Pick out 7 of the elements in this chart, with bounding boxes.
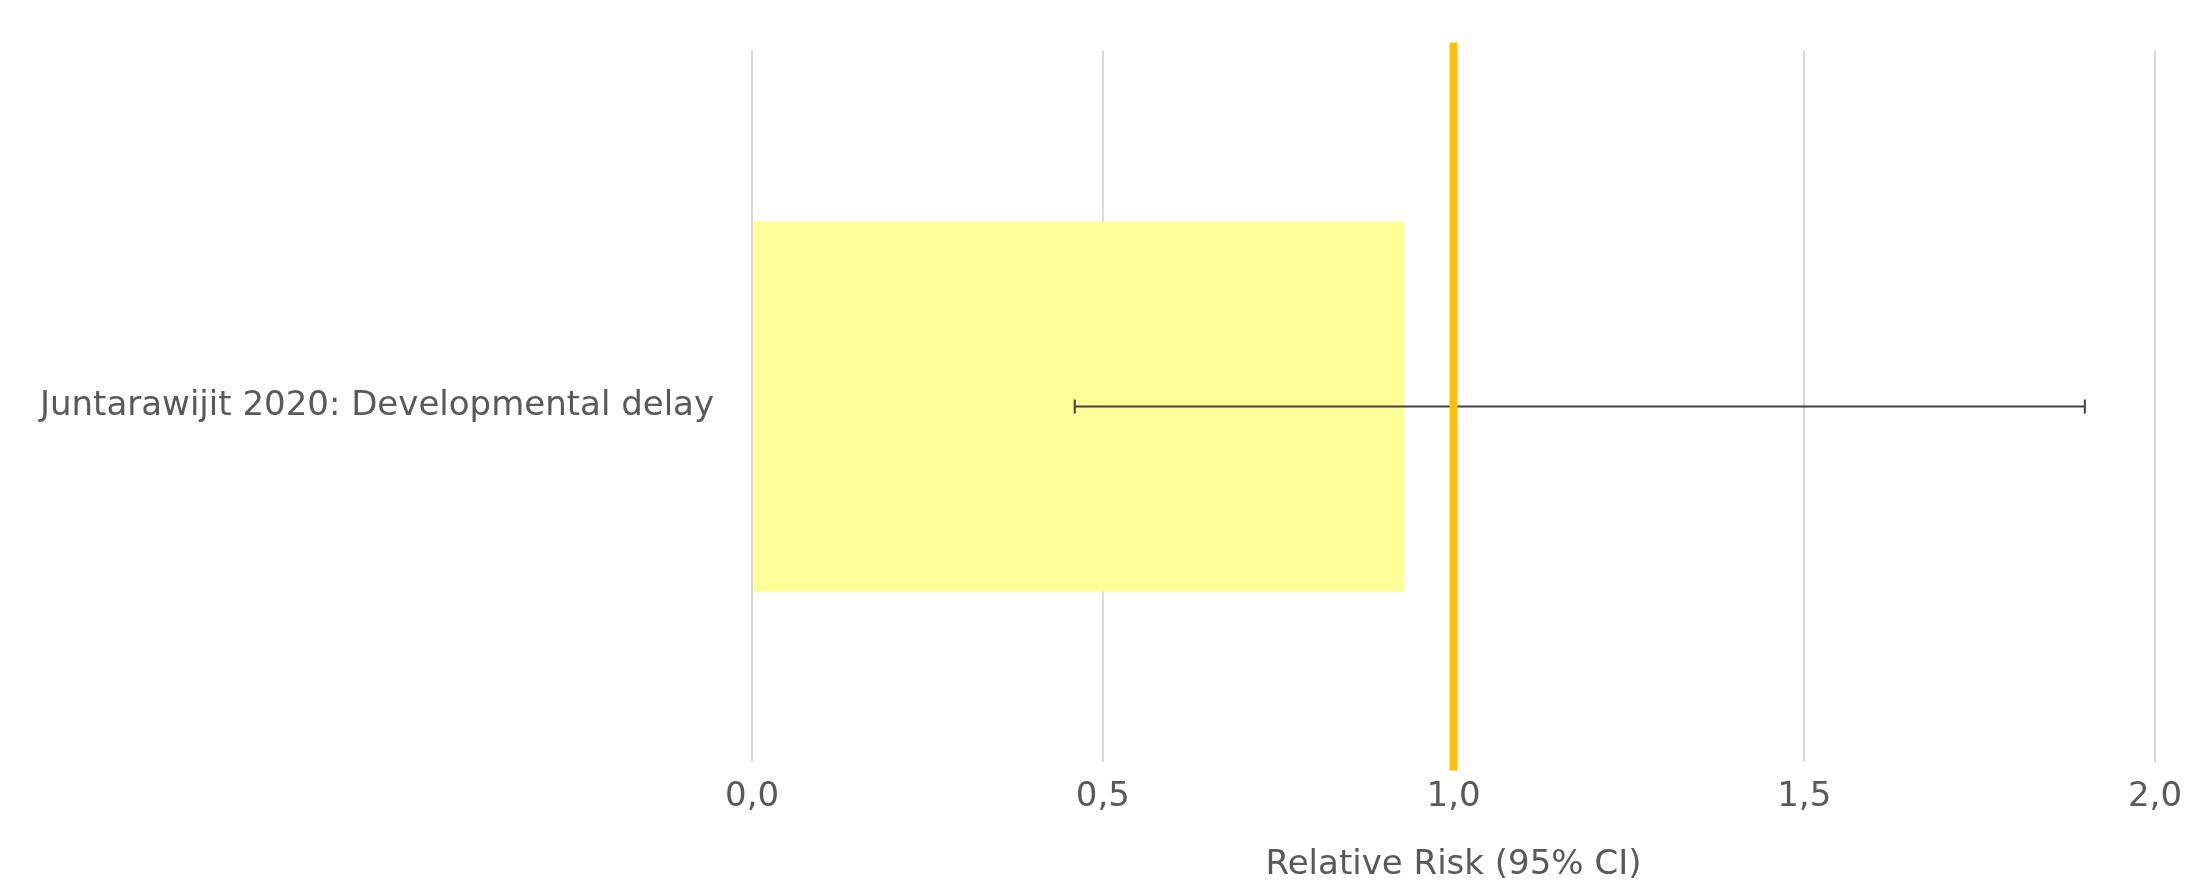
- x-tick-label: 0,0: [725, 773, 780, 814]
- y-tick-label: Juntarawijit 2020: Developmental delay: [37, 383, 715, 424]
- x-tick-label: 1,0: [1426, 773, 1481, 814]
- x-tick-label: 2,0: [2127, 773, 2183, 814]
- x-axis-title: Relative Risk (95% CI): [1265, 842, 1642, 883]
- x-tick-label: 1,5: [1777, 773, 1832, 814]
- x-tick-label: 0,5: [1075, 773, 1130, 814]
